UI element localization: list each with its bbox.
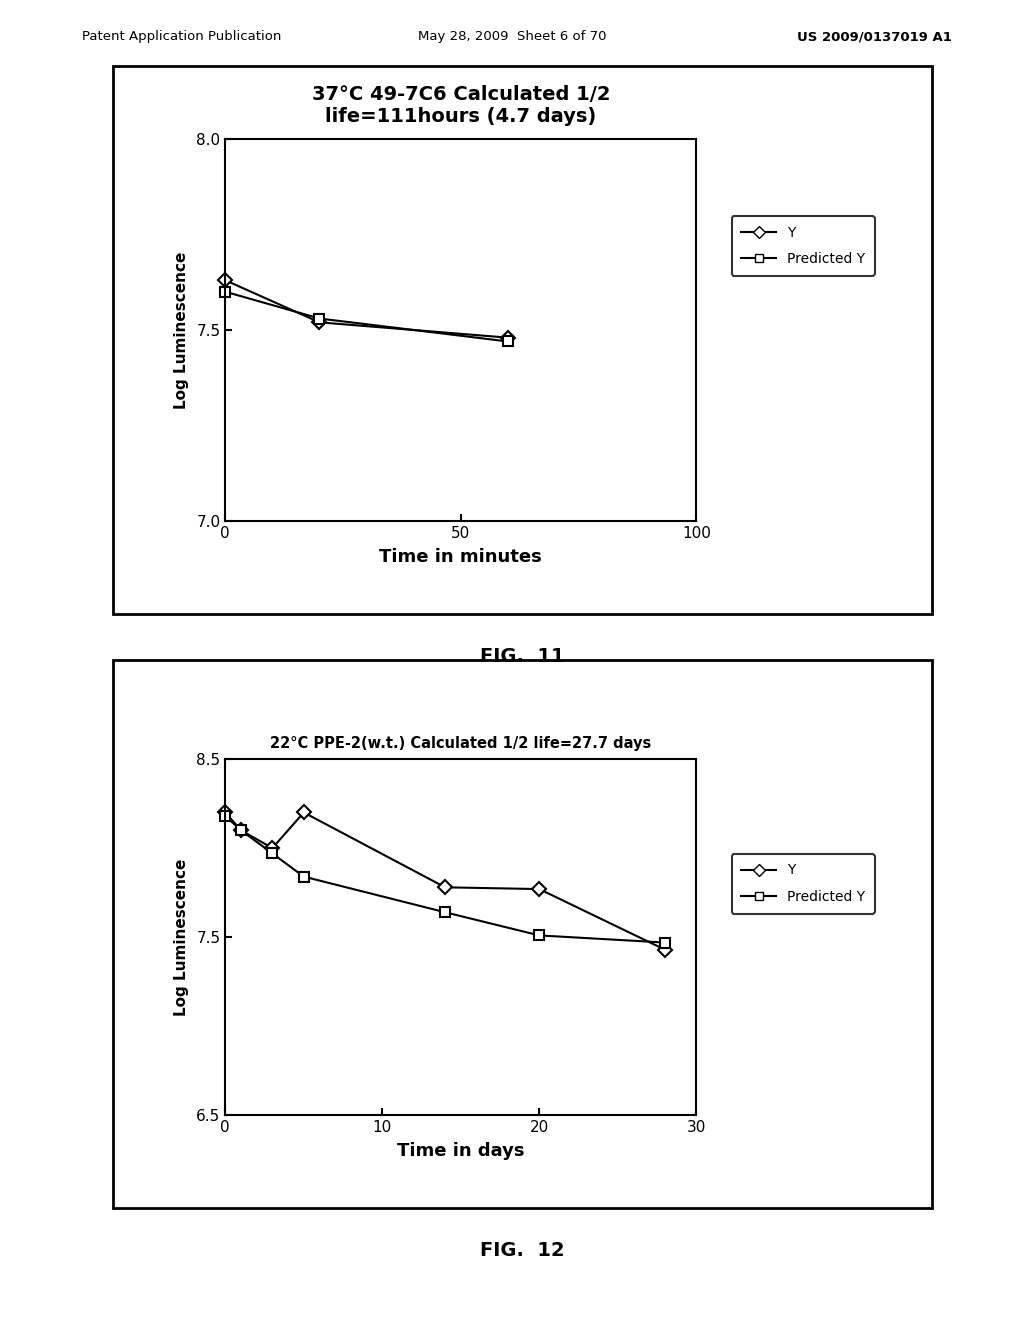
Title: 37°C 49-7C6 Calculated 1/2
life=111hours (4.7 days): 37°C 49-7C6 Calculated 1/2 life=111hours… [311,84,610,125]
Text: FIG.  12: FIG. 12 [480,1241,564,1259]
X-axis label: Time in minutes: Time in minutes [380,548,542,566]
Text: US 2009/0137019 A1: US 2009/0137019 A1 [798,30,952,44]
Text: May 28, 2009  Sheet 6 of 70: May 28, 2009 Sheet 6 of 70 [418,30,606,44]
X-axis label: Time in days: Time in days [397,1142,524,1160]
Legend: Y, Predicted Y: Y, Predicted Y [731,854,874,913]
Title: 22°C PPE-2(w.t.) Calculated 1/2 life=27.7 days: 22°C PPE-2(w.t.) Calculated 1/2 life=27.… [270,735,651,751]
Text: FIG.  11: FIG. 11 [480,647,564,665]
Legend: Y, Predicted Y: Y, Predicted Y [731,215,874,276]
Y-axis label: Log Luminescence: Log Luminescence [174,251,189,409]
Text: Patent Application Publication: Patent Application Publication [82,30,282,44]
Y-axis label: Log Luminescence: Log Luminescence [174,858,189,1016]
